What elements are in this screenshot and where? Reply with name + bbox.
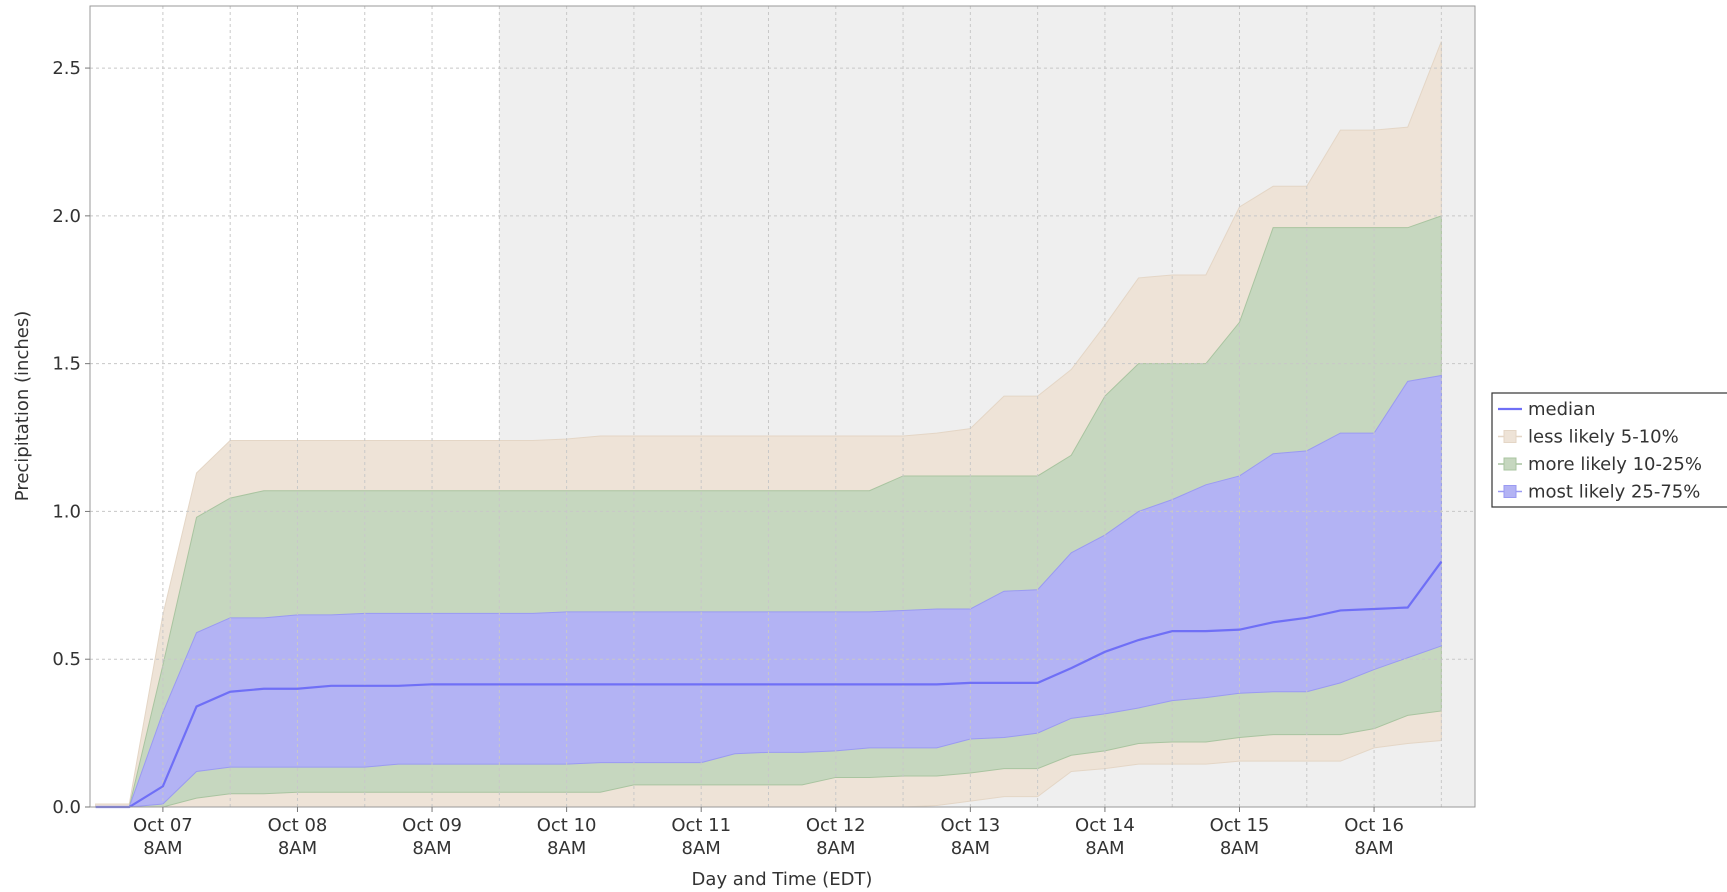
legend-label: most likely 25-75% bbox=[1528, 482, 1700, 503]
y-tick-label: 2.0 bbox=[52, 206, 81, 227]
x-tick-label: Oct 14 8AM bbox=[1075, 815, 1135, 859]
x-tick-label: Oct 12 8AM bbox=[806, 815, 866, 859]
median-line bbox=[95, 561, 1443, 809]
legend-swatch bbox=[1503, 430, 1517, 443]
y-tick-label: 0.0 bbox=[52, 797, 81, 818]
x-tick-label: Oct 09 8AM bbox=[402, 815, 462, 859]
plot-frame bbox=[89, 5, 1476, 808]
legend-label: less likely 5-10% bbox=[1528, 427, 1679, 448]
x-tick-label: Oct 11 8AM bbox=[671, 815, 731, 859]
legend-swatch bbox=[1503, 457, 1517, 471]
x-tick-label: Oct 16 8AM bbox=[1344, 815, 1404, 859]
legend-label: median bbox=[1528, 399, 1595, 420]
x-tick-label: Oct 13 8AM bbox=[940, 815, 1000, 859]
x-tick-label: Oct 10 8AM bbox=[537, 815, 597, 859]
legend-swatch bbox=[1503, 485, 1517, 498]
x-tick-label: Oct 07 8AM bbox=[133, 815, 193, 859]
y-tick-label: 2.5 bbox=[52, 58, 81, 79]
y-tick-label: 1.5 bbox=[52, 354, 81, 375]
x-tick-label: Oct 15 8AM bbox=[1210, 815, 1270, 859]
x-tick-label: Oct 08 8AM bbox=[268, 815, 328, 859]
y-axis-label: Precipitation (inches) bbox=[12, 311, 33, 501]
legend-box bbox=[1491, 392, 1727, 508]
y-tick-label: 1.0 bbox=[52, 501, 81, 522]
x-axis-label: Day and Time (EDT) bbox=[692, 869, 873, 890]
y-tick-label: 0.5 bbox=[52, 649, 81, 670]
legend-label: more likely 10-25% bbox=[1528, 454, 1702, 475]
